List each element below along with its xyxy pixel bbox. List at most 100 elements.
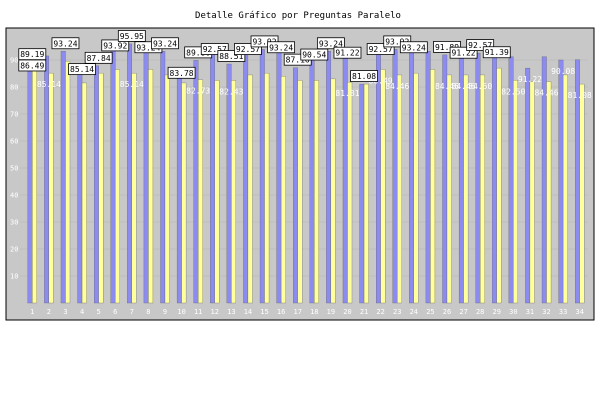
- bar-series-2-cat-34: [579, 83, 585, 304]
- bar-series-1-cat-10: [176, 76, 182, 304]
- bar-series-2-cat-32: [546, 81, 552, 304]
- bar-series-1-cat-19: [326, 51, 332, 304]
- data-label-box: 87.84: [84, 51, 113, 64]
- bar-series-2-cat-28: [480, 74, 485, 304]
- data-label-box: 92.57: [366, 43, 395, 55]
- data-label-box: 89.19: [18, 48, 47, 61]
- data-label-box: 93.24: [316, 37, 345, 50]
- bar-series-1-cat-13: [226, 63, 232, 304]
- x-tick-label: 6: [113, 308, 117, 316]
- data-label-box: 91.22: [449, 46, 478, 59]
- y-tick-label: 90: [10, 57, 18, 65]
- bar-series-1-cat-4: [77, 72, 83, 304]
- data-label-box: 92.57: [234, 43, 262, 55]
- bar-series-2-cat-5: [98, 72, 104, 304]
- y-tick-label: 20: [10, 246, 18, 254]
- data-label: 84.50: [468, 82, 492, 91]
- data-label-box: 93.24: [151, 37, 179, 50]
- bar-series-2-cat-27: [463, 74, 469, 304]
- y-tick-label: 50: [10, 165, 18, 173]
- data-label: 93.24: [136, 43, 160, 52]
- bar-series-2-cat-15: [264, 72, 270, 304]
- data-label: 85.14: [70, 65, 94, 74]
- data-label: 86.49: [20, 61, 44, 70]
- data-label: 84.46: [435, 82, 459, 91]
- data-label-box: 86.49: [18, 59, 47, 72]
- data-label-box: 92.57: [200, 43, 229, 55]
- x-tick-label: 21: [360, 308, 368, 316]
- y-tick-label: 60: [10, 138, 18, 146]
- x-tick-label: 7: [130, 308, 134, 316]
- data-label: 91.39: [485, 48, 509, 57]
- data-label: 91.22: [452, 49, 476, 58]
- bar-series-2-cat-1: [32, 69, 37, 304]
- bar-series-2-cat-3: [65, 61, 71, 304]
- data-label-box: 91.39: [482, 46, 511, 59]
- bar-series-2-cat-10: [181, 82, 187, 304]
- bar-series-2-cat-2: [48, 72, 54, 304]
- data-label: 93.24: [269, 43, 293, 52]
- bar-series-1-cat-11: [193, 60, 199, 304]
- bar-series-2-cat-21: [363, 83, 369, 304]
- data-label: 84.46: [534, 89, 558, 98]
- data-label: 90.08: [551, 67, 575, 76]
- bar-series-1-cat-17: [293, 67, 298, 304]
- data-label: 91.22: [335, 49, 359, 58]
- data-label: 87.16: [286, 56, 310, 65]
- bar-series-2-cat-29: [496, 67, 502, 304]
- x-tick-label: 2: [47, 308, 51, 316]
- data-label: 92.57: [203, 45, 227, 54]
- bar-series-2-cat-26: [446, 74, 452, 304]
- x-tick-label: 13: [227, 308, 235, 316]
- bar-series-1-cat-31: [525, 67, 531, 304]
- x-tick-label: 28: [476, 308, 484, 316]
- x-tick-label: 34: [575, 308, 583, 316]
- data-label: 82.50: [501, 87, 525, 96]
- bar-series-1-cat-22: [375, 52, 381, 304]
- bars: [27, 43, 585, 304]
- bar-series-1-cat-6: [110, 49, 116, 304]
- bar-series-2-cat-13: [231, 80, 237, 304]
- data-label: 84.46: [385, 82, 409, 91]
- bar-series-2-cat-30: [513, 80, 519, 304]
- chart-title: Detalle Gráfico por Preguntas Paralelo: [195, 11, 401, 21]
- bar-series-2-cat-25: [430, 69, 436, 304]
- x-tick-label: 16: [277, 308, 285, 316]
- x-tick-label: 30: [509, 308, 517, 316]
- bar-series-2-cat-24: [413, 72, 419, 304]
- y-tick-label: 80: [10, 84, 18, 92]
- data-label: 91.89: [435, 43, 459, 52]
- data-label: 93.24: [153, 39, 177, 48]
- bar-series-1-cat-3: [60, 51, 66, 304]
- bar-series-2-cat-20: [347, 81, 353, 304]
- bar-series-2-cat-19: [330, 78, 336, 304]
- bar-series-2-cat-8: [148, 69, 154, 304]
- data-label: 93.92: [103, 41, 127, 50]
- data-label-box: 93.24: [267, 41, 296, 54]
- data-label-box: 90.54: [300, 48, 329, 61]
- data-label: 93.92: [252, 37, 276, 46]
- data-label: 85.14: [120, 80, 144, 89]
- data-label: 93.24: [402, 43, 426, 52]
- data-label: 92.57: [236, 45, 260, 54]
- y-tick-labels: 10 20 30 40 50 60 70 80 90: [10, 57, 18, 281]
- bar-series-1-cat-18: [309, 58, 315, 304]
- bar-series-2-cat-4: [81, 82, 87, 304]
- data-label: 89.86: [186, 48, 210, 57]
- bar-series-1-cat-21: [359, 83, 365, 304]
- x-tick-label: 11: [194, 308, 202, 316]
- data-label-box: 93.92: [101, 39, 130, 52]
- x-tick-label: 32: [542, 308, 550, 316]
- data-label: 92.57: [468, 41, 492, 50]
- x-tick-label: 25: [426, 308, 434, 316]
- data-label: 83.78: [170, 69, 194, 78]
- data-label-box: 91.22: [333, 46, 362, 59]
- data-label-box: 93.24: [51, 37, 80, 50]
- x-tick-label: 22: [376, 308, 384, 316]
- x-tick-label: 9: [163, 308, 167, 316]
- x-tick-label: 10: [177, 308, 185, 316]
- bar-series-1-cat-1: [27, 62, 33, 304]
- x-tick-label: 29: [493, 308, 501, 316]
- data-label: 89.19: [20, 50, 44, 59]
- data-label: 87.84: [87, 54, 111, 63]
